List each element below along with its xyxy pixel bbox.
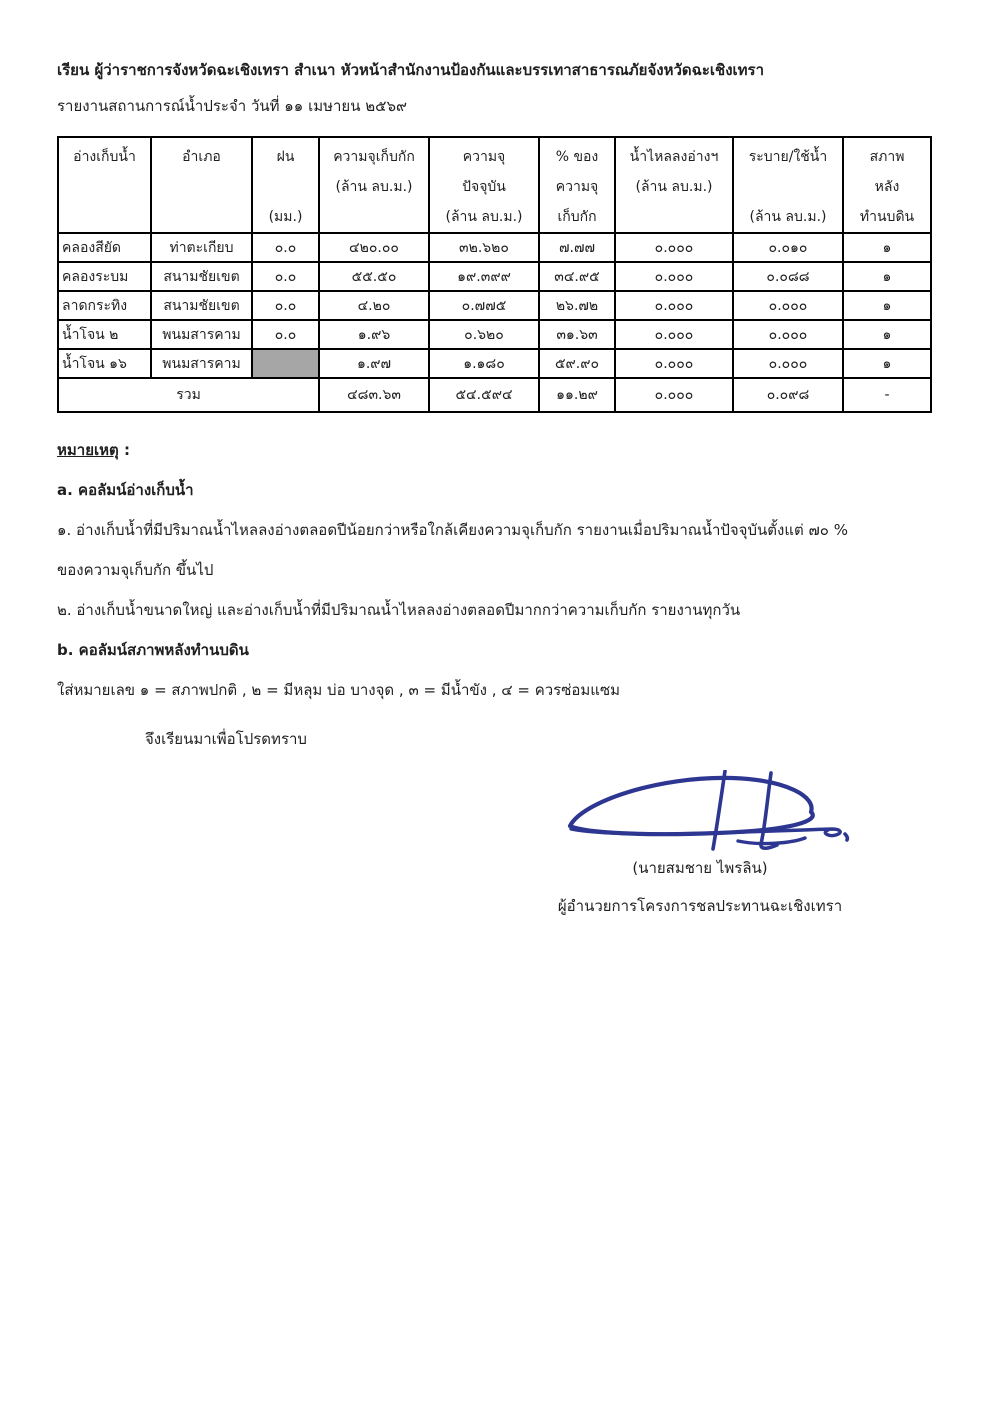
total-label: รวม [57, 377, 320, 413]
header-condition: สภาพ หลัง ทำนบดิน [842, 136, 932, 234]
header-rain: ฝน (มม.) [251, 136, 320, 234]
total-discharge: ๐.๐๙๘ [732, 377, 844, 413]
header-discharge: ระบาย/ใช้น้ำ (ล้าน ลบ.ม.) [732, 136, 844, 234]
cell-capacity: ๔.๒๐ [318, 290, 430, 321]
cell-condition: ๑ [842, 290, 932, 321]
cell-reservoir: น้ำโจน ๑๖ [57, 348, 152, 379]
cell-district: สนามชัยเขต [150, 290, 253, 321]
cell-percent: ๓๔.๙๕ [538, 261, 616, 292]
report-title-line: รายงานสถานการณ์น้ำประจำ วันที่ ๑๑ เมษายน… [57, 97, 407, 115]
cell-inflow: ๐.๐๐๐ [614, 319, 734, 350]
total-percent: ๑๑.๒๙ [538, 377, 616, 413]
note-a2: ๒. อ่างเก็บน้ำขนาดใหญ่ และอ่างเก็บน้ำที่… [57, 601, 741, 619]
signer-title: ผู้อำนวยการโครงการชลประทานฉะเชิงเทรา [557, 897, 843, 915]
cell-discharge: ๐.๐๐๐ [732, 348, 844, 379]
cell-capacity: ๕๕.๕๐ [318, 261, 430, 292]
note-a1-line1: ๑. อ่างเก็บน้ำที่มีปริมาณน้ำไหลลงอ่างตลอ… [57, 521, 848, 539]
cell-rain-no-data [251, 348, 320, 379]
table-row: คลองระบม สนามชัยเขต ๐.๐ ๕๕.๕๐ ๑๙.๓๙๙ ๓๔.… [57, 261, 932, 292]
reservoir-table: อ่างเก็บน้ำ อำเภอ ฝน (มม.) ความจุเก็บกัก [57, 136, 932, 413]
notes-heading-colon: : [118, 441, 130, 459]
total-condition: - [842, 377, 932, 413]
cell-discharge: ๐.๐๘๘ [732, 261, 844, 292]
cell-reservoir: คลองระบม [57, 261, 152, 292]
cell-current: ๐.๗๗๕ [428, 290, 540, 321]
cell-current: ๑.๑๘๐ [428, 348, 540, 379]
signer-name: (นายสมชาย ไพรลิน) [632, 859, 768, 877]
cell-current: ๐.๖๒๐ [428, 319, 540, 350]
cell-inflow: ๐.๐๐๐ [614, 348, 734, 379]
recipient-line: เรียน ผู้ว่าราชการจังหวัดฉะเชิงเทรา สำเน… [57, 61, 765, 79]
notes-heading-label: หมายเหตุ [57, 441, 119, 459]
table-header-row: อ่างเก็บน้ำ อำเภอ ฝน (มม.) ความจุเก็บกัก [57, 136, 932, 234]
notes-heading: หมายเหตุ : [57, 439, 932, 461]
cell-discharge: ๐.๐๐๐ [732, 319, 844, 350]
table-row: น้ำโจน ๑๖ พนมสารคาม ๑.๙๗ ๑.๑๘๐ ๕๙.๙๐ ๐.๐… [57, 348, 932, 379]
table-row: ลาดกระทิง สนามชัยเขต ๐.๐ ๔.๒๐ ๐.๗๗๕ ๒๖.๗… [57, 290, 932, 321]
cell-district: พนมสารคาม [150, 319, 253, 350]
signature-image [567, 770, 850, 851]
cell-capacity: ๔๒๐.๐๐ [318, 232, 430, 263]
cell-percent: ๗.๗๗ [538, 232, 616, 263]
cell-inflow: ๐.๐๐๐ [614, 290, 734, 321]
cell-current: ๓๒.๖๒๐ [428, 232, 540, 263]
cell-condition: ๑ [842, 261, 932, 292]
header-capacity: ความจุเก็บกัก (ล้าน ลบ.ม.) [318, 136, 430, 234]
cell-district: สนามชัยเขต [150, 261, 253, 292]
cell-reservoir: ลาดกระทิง [57, 290, 152, 321]
cell-inflow: ๐.๐๐๐ [614, 232, 734, 263]
cell-district: พนมสารคาม [150, 348, 253, 379]
cell-condition: ๑ [842, 232, 932, 263]
cell-district: ท่าตะเกียบ [150, 232, 253, 263]
table-row: คลองสียัด ท่าตะเกียบ ๐.๐ ๔๒๐.๐๐ ๓๒.๖๒๐ ๗… [57, 232, 932, 263]
cell-inflow: ๐.๐๐๐ [614, 261, 734, 292]
note-section-b-title: b. คอลัมน์สภาพหลังทำนบดิน [57, 641, 249, 659]
cell-capacity: ๑.๙๖ [318, 319, 430, 350]
notes-section: หมายเหตุ : a. คอลัมน์อ่างเก็บน้ำ ๑. อ่าง… [57, 439, 932, 701]
cell-condition: ๑ [842, 348, 932, 379]
cell-percent: ๒๖.๗๒ [538, 290, 616, 321]
total-capacity: ๔๘๓.๖๓ [318, 377, 430, 413]
total-current: ๕๔.๕๙๔ [428, 377, 540, 413]
table-row: น้ำโจน ๒ พนมสารคาม ๐.๐ ๑.๙๖ ๐.๖๒๐ ๓๑.๖๓ … [57, 319, 932, 350]
cell-reservoir: น้ำโจน ๒ [57, 319, 152, 350]
cell-rain: ๐.๐ [251, 232, 320, 263]
cell-current: ๑๙.๓๙๙ [428, 261, 540, 292]
cell-rain: ๐.๐ [251, 319, 320, 350]
cell-rain: ๐.๐ [251, 261, 320, 292]
cell-condition: ๑ [842, 319, 932, 350]
header-reservoir: อ่างเก็บน้ำ [57, 136, 152, 234]
total-inflow: ๐.๐๐๐ [614, 377, 734, 413]
header-percent: % ของ ความจุ เก็บกัก [538, 136, 616, 234]
cell-rain: ๐.๐ [251, 290, 320, 321]
cell-discharge: ๐.๐๑๐ [732, 232, 844, 263]
closing-line: จึงเรียนมาเพื่อโปรดทราบ [145, 730, 307, 748]
note-a1-line2: ของความจุเก็บกัก ขึ้นไป [57, 561, 214, 579]
note-b1: ใส่หมายเลข ๑ = สภาพปกติ , ๒ = มีหลุม บ่อ… [57, 681, 621, 699]
header-district: อำเภอ [150, 136, 253, 234]
cell-reservoir: คลองสียัด [57, 232, 152, 263]
cell-percent: ๓๑.๖๓ [538, 319, 616, 350]
header-inflow: น้ำไหลลงอ่างฯ (ล้าน ลบ.ม.) [614, 136, 734, 234]
cell-discharge: ๐.๐๐๐ [732, 290, 844, 321]
signature-block: (นายสมชาย ไพรลิน) ผู้อำนวยการโครงการชลปร… [540, 770, 860, 917]
cell-capacity: ๑.๙๗ [318, 348, 430, 379]
cell-percent: ๕๙.๙๐ [538, 348, 616, 379]
table-total-row: รวม ๔๘๓.๖๓ ๕๔.๕๙๔ ๑๑.๒๙ ๐.๐๐๐ ๐.๐๙๘ - [57, 377, 932, 413]
header-current: ความจุ ปัจจุบัน (ล้าน ลบ.ม.) [428, 136, 540, 234]
note-section-a-title: a. คอลัมน์อ่างเก็บน้ำ [57, 481, 194, 499]
